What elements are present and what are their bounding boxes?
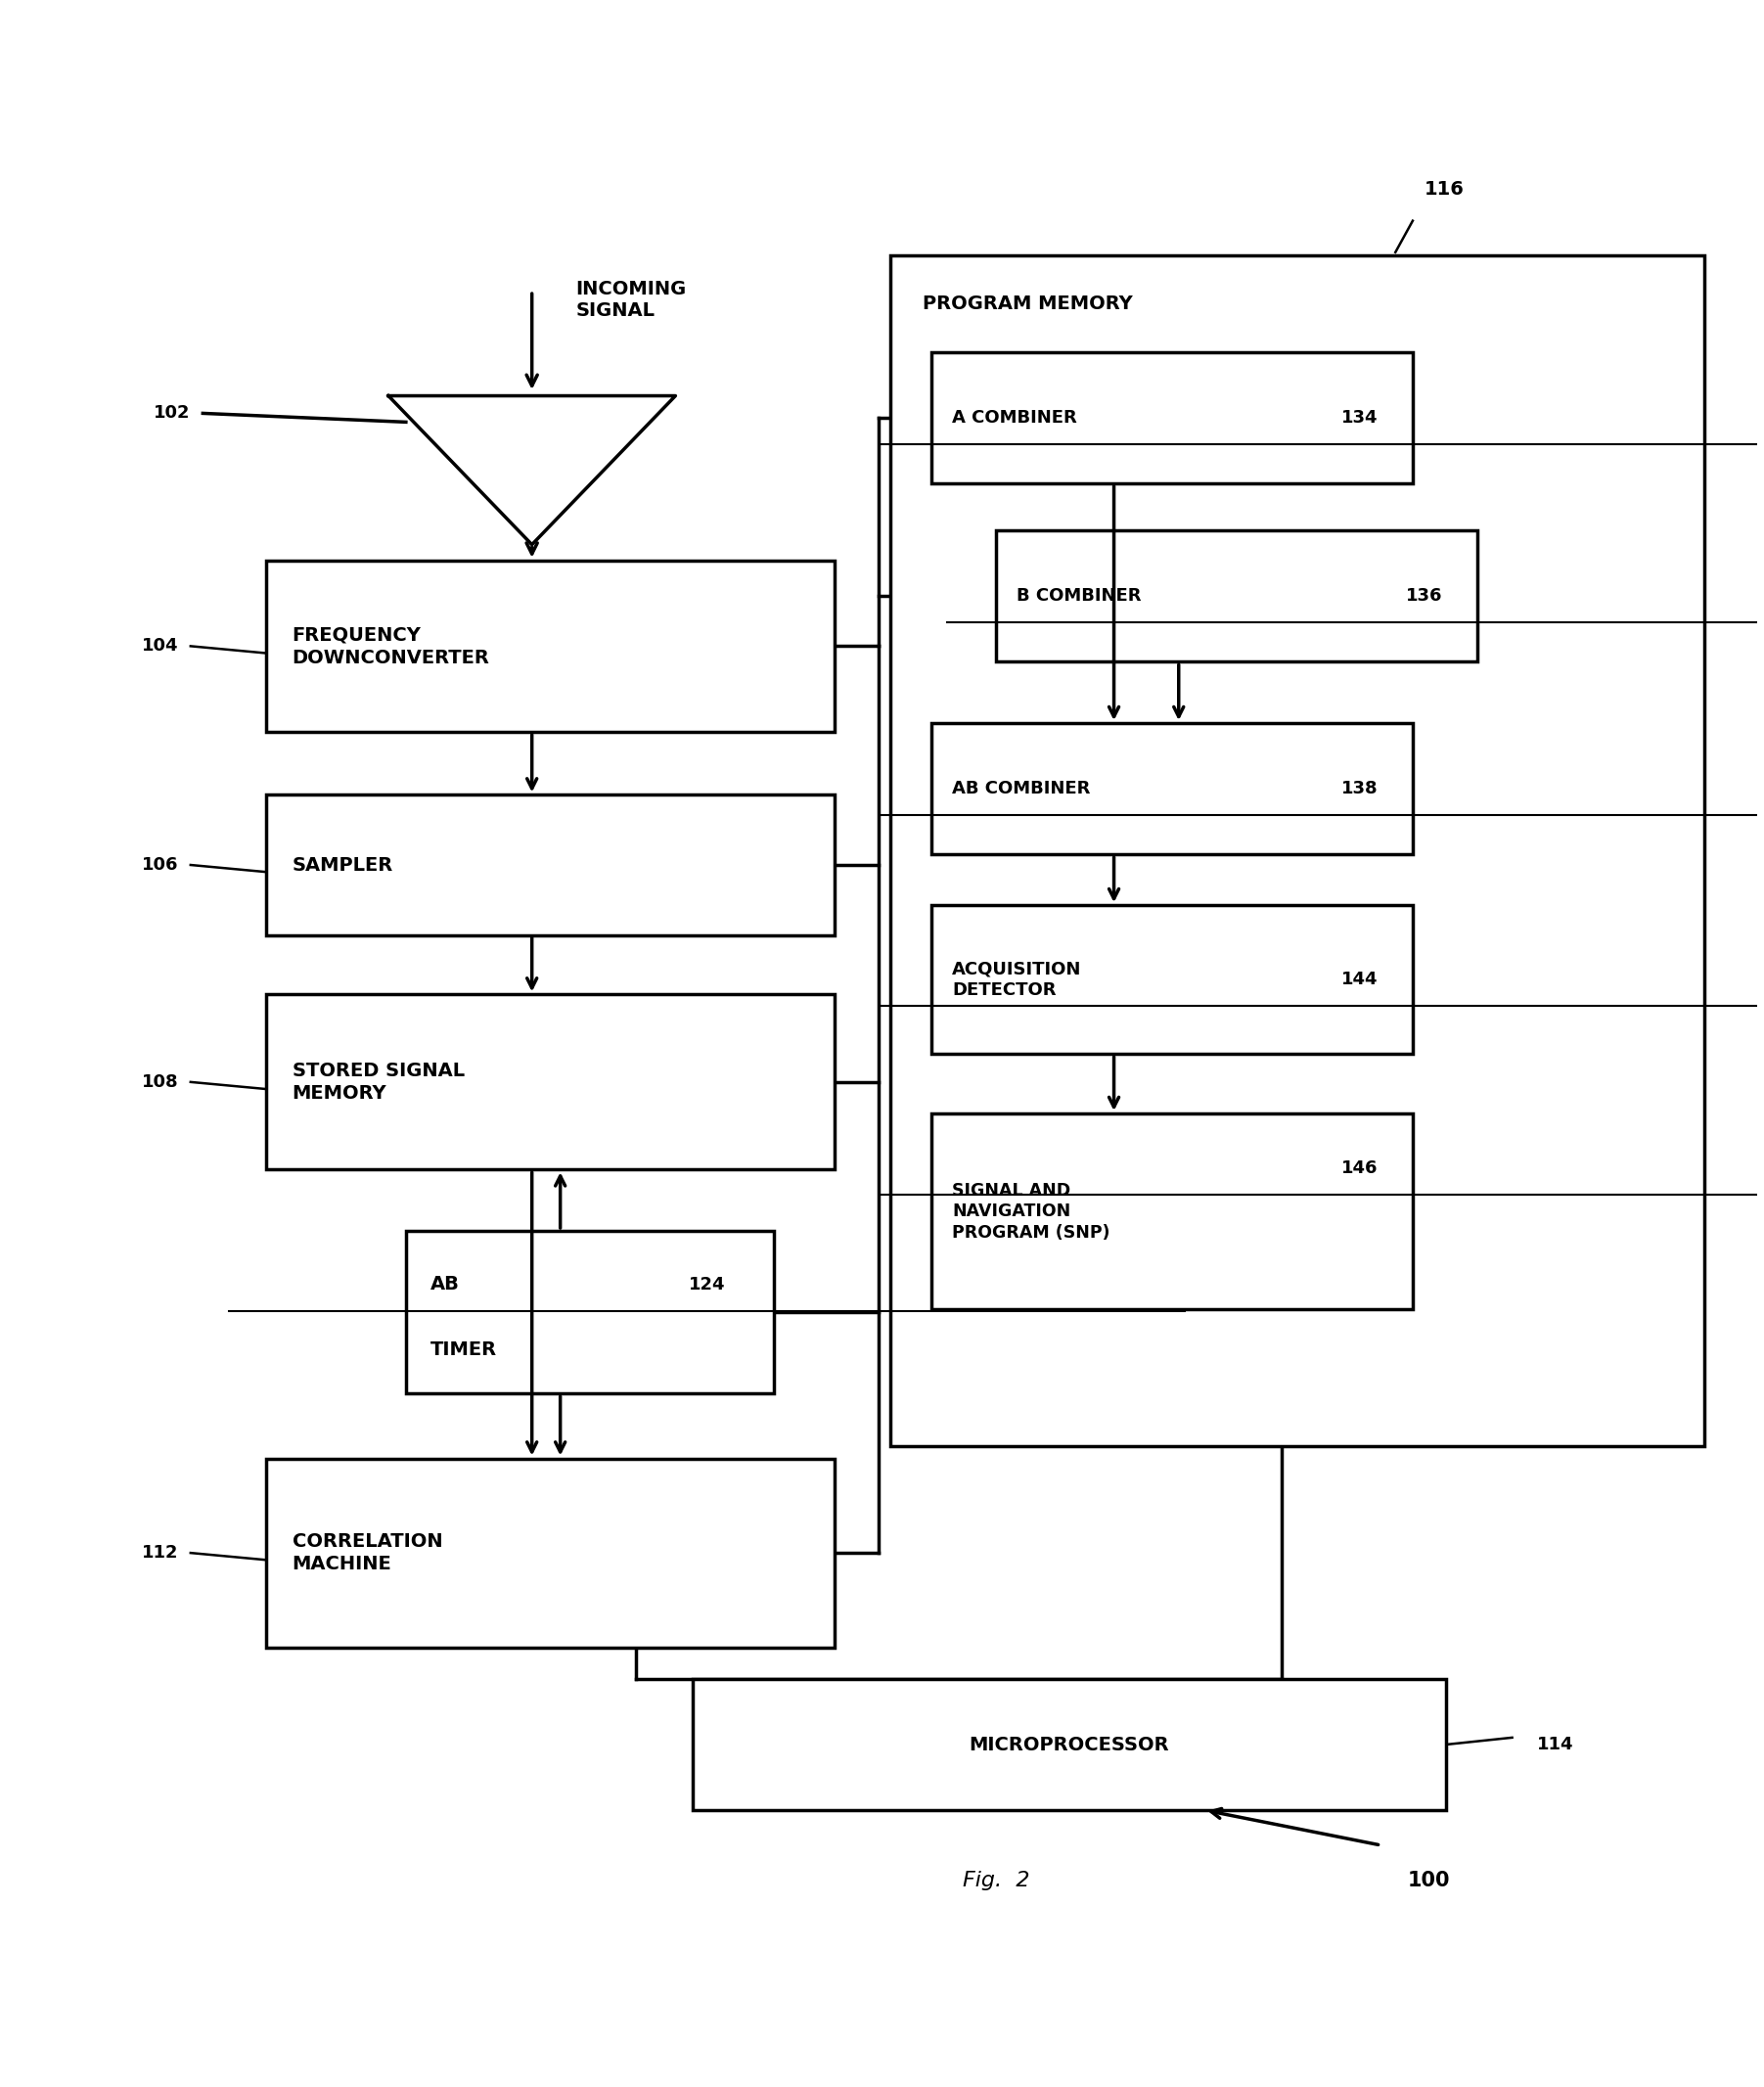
Text: 136: 136 [1406,586,1443,605]
Text: 102: 102 [153,405,191,422]
Text: 124: 124 [688,1275,725,1294]
Bar [266,559,834,733]
Text: 108: 108 [141,1073,178,1092]
Text: 146: 146 [1341,1160,1378,1177]
Text: CORRELATION
MACHINE: CORRELATION MACHINE [293,1532,443,1574]
Text: Fig.  2: Fig. 2 [963,1870,1028,1891]
Polygon shape [388,397,676,545]
Bar [995,530,1476,662]
Bar [266,795,834,935]
Text: B COMBINER: B COMBINER [1016,586,1141,605]
Text: 106: 106 [141,856,178,874]
Text: 134: 134 [1341,409,1378,426]
Text: 112: 112 [141,1544,178,1561]
Text: MICROPROCESSOR: MICROPROCESSOR [968,1734,1170,1753]
Text: TIMER: TIMER [430,1340,497,1359]
Text: 144: 144 [1341,970,1378,989]
Bar [266,995,834,1169]
Bar [406,1231,773,1394]
Bar [931,1114,1413,1309]
Text: A COMBINER: A COMBINER [953,409,1078,426]
Text: SIGNAL AND
NAVIGATION
PROGRAM (SNP): SIGNAL AND NAVIGATION PROGRAM (SNP) [953,1181,1110,1242]
Text: AB: AB [430,1275,460,1294]
Text: INCOMING
SIGNAL: INCOMING SIGNAL [575,280,686,319]
Text: FREQUENCY
DOWNCONVERTER: FREQUENCY DOWNCONVERTER [293,626,490,668]
Text: AB COMBINER: AB COMBINER [953,781,1090,797]
Bar [931,906,1413,1054]
Text: PROGRAM MEMORY: PROGRAM MEMORY [923,294,1132,313]
Text: 100: 100 [1408,1870,1450,1891]
Text: 138: 138 [1341,781,1378,797]
Bar [266,1459,834,1647]
Bar [931,724,1413,854]
Text: ACQUISITION
DETECTOR: ACQUISITION DETECTOR [953,960,1081,1000]
Text: 104: 104 [141,637,178,655]
Text: SAMPLER: SAMPLER [293,856,393,874]
Text: STORED SIGNAL
MEMORY: STORED SIGNAL MEMORY [293,1060,464,1102]
Bar [931,353,1413,484]
Text: 116: 116 [1424,179,1464,198]
Bar [891,257,1704,1446]
Bar [693,1678,1446,1809]
Text: 114: 114 [1536,1736,1573,1753]
